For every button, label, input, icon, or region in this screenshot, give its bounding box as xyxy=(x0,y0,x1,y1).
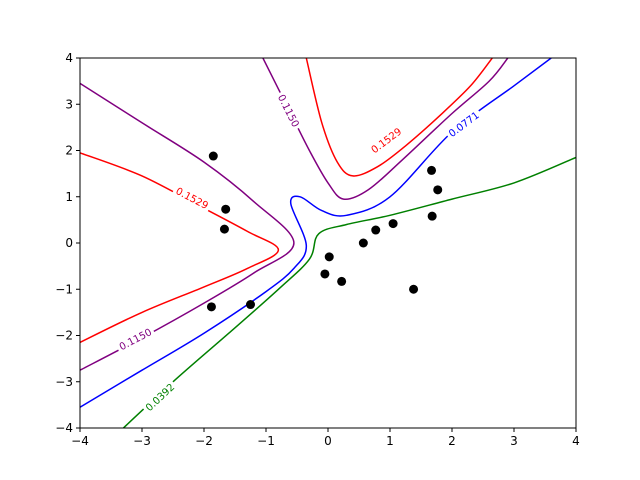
contour-line-0.1150 xyxy=(80,82,295,371)
x-tick-label: −3 xyxy=(133,434,151,448)
y-tick-label: 1 xyxy=(65,190,73,204)
data-point xyxy=(371,225,381,235)
x-tick-label: 4 xyxy=(572,434,580,448)
data-point xyxy=(388,219,398,229)
x-tick-label: −4 xyxy=(71,434,89,448)
y-tick-label: −4 xyxy=(55,421,73,435)
contour-label-background xyxy=(170,183,213,215)
contour-label-background xyxy=(272,90,303,133)
contour-label-background xyxy=(141,379,181,417)
y-tick-label: −1 xyxy=(55,282,73,296)
contour-label-background xyxy=(114,324,157,356)
y-tick-label: 3 xyxy=(65,97,73,111)
contour-line-0.0392 xyxy=(122,156,576,428)
data-point xyxy=(320,269,330,279)
data-point xyxy=(427,211,437,221)
data-point xyxy=(219,224,229,234)
data-point xyxy=(337,276,347,286)
x-tick-label: −1 xyxy=(257,434,275,448)
data-point xyxy=(324,252,334,262)
contour-line-0.1150 xyxy=(262,58,509,201)
contour-label-background xyxy=(366,123,408,159)
data-point xyxy=(206,302,216,312)
x-tick-label: 3 xyxy=(510,434,518,448)
y-tick-label: −2 xyxy=(55,329,73,343)
y-axis-ticks: −4 −3 −2 −1 0 1 2 3 4 xyxy=(55,51,80,435)
contour-label-background xyxy=(444,107,485,143)
x-tick-label: 2 xyxy=(448,434,456,448)
y-tick-label: −3 xyxy=(55,375,73,389)
data-point xyxy=(208,151,218,161)
y-tick-label: 2 xyxy=(65,144,73,158)
y-tick-label: 4 xyxy=(65,51,73,65)
data-point xyxy=(221,204,231,214)
x-tick-label: 0 xyxy=(324,434,332,448)
x-tick-label: −2 xyxy=(195,434,213,448)
data-point xyxy=(433,185,443,195)
contour-line-0.1529 xyxy=(305,58,493,177)
data-point xyxy=(246,300,255,310)
x-axis-ticks: −4 −3 −2 −1 0 1 2 3 4 xyxy=(71,428,580,448)
scatter-points xyxy=(206,151,443,312)
data-point xyxy=(427,165,437,175)
data-point xyxy=(409,284,419,294)
contour-line-0.1529 xyxy=(80,152,280,344)
x-tick-label: 1 xyxy=(386,434,394,448)
y-tick-label: 0 xyxy=(65,236,73,250)
data-point xyxy=(358,238,368,248)
